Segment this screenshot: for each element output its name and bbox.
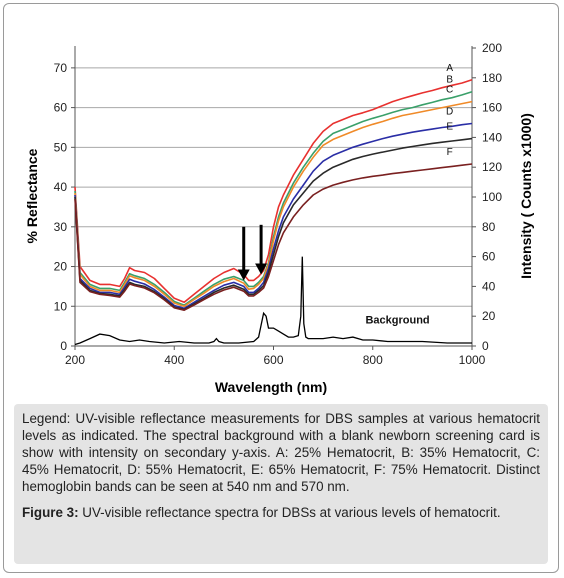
annotation-b: B: [446, 75, 453, 86]
annotation-background: Background: [365, 315, 429, 327]
annotation-a: A: [446, 63, 453, 74]
y-tick-label: 20: [54, 260, 68, 274]
y-tick-label: 50: [54, 140, 68, 154]
band-arrows: [237, 224, 268, 281]
annotation-f: F: [447, 147, 453, 158]
y-tick-label: 30: [54, 220, 68, 234]
annotation-e: E: [446, 122, 453, 133]
series-lines: [74, 79, 473, 346]
y-tick-label: 70: [54, 61, 68, 75]
y2-tick-label: 40: [482, 279, 496, 293]
series-line-b: [74, 90, 473, 306]
x-tick-label: 400: [164, 353, 184, 367]
x-tick-label: 200: [65, 353, 85, 367]
y2-tick-label: 160: [482, 101, 502, 115]
x-axis-label: Wavelength (nm): [215, 379, 327, 395]
y2-tick-label: 60: [482, 250, 496, 264]
reflectance-chart: 200 400 600 800 1000010203040506070020406080…: [24, 41, 534, 395]
y-tick-label: 10: [54, 299, 68, 313]
legend-text: Legend: UV-visible reflectance measureme…: [22, 411, 540, 494]
series-line-a: [74, 79, 473, 304]
y2-tick-label: 0: [482, 339, 489, 353]
series-line-e: [74, 137, 473, 311]
y2-tick-label: 200: [482, 41, 502, 55]
y-tick-label: 0: [60, 339, 67, 353]
series-line-f: [74, 163, 473, 312]
y2-tick-label: 80: [482, 220, 496, 234]
annotation-c: C: [446, 85, 453, 96]
figure-caption: Figure 3: UV-visible reflectance spectra…: [22, 504, 540, 521]
band-arrow-head: [237, 269, 250, 281]
band-arrow-head: [255, 263, 268, 275]
axes: 200 400 600 800 1000010203040506070020406080…: [54, 41, 503, 367]
series-line-background: [74, 256, 472, 346]
x-tick-label: 600: [263, 353, 283, 367]
y2-tick-label: 100: [482, 190, 502, 204]
x-tick-label: 1000: [459, 353, 486, 367]
annotation-d: D: [446, 106, 453, 117]
caption-box: Legend: UV-visible reflectance measureme…: [14, 404, 548, 564]
figure-label: Figure 3:: [22, 505, 79, 520]
figure-frame: [3, 3, 559, 573]
series-line-c: [74, 100, 473, 308]
y-tick-label: 60: [54, 101, 68, 115]
y2-axis-label: Intensity ( Counts x1000): [518, 113, 534, 279]
y2-tick-label: 180: [482, 71, 502, 85]
y-tick-label: 40: [54, 180, 68, 194]
y2-tick-label: 120: [482, 160, 502, 174]
y2-tick-label: 20: [482, 309, 496, 323]
x-tick-label: 800: [363, 353, 383, 367]
y2-tick-label: 140: [482, 130, 502, 144]
series-line-d: [74, 122, 473, 310]
figure-caption-text: UV-visible reflectance spectra for DBSs …: [82, 505, 501, 520]
y-axis-label: % Reflectance: [24, 148, 40, 243]
